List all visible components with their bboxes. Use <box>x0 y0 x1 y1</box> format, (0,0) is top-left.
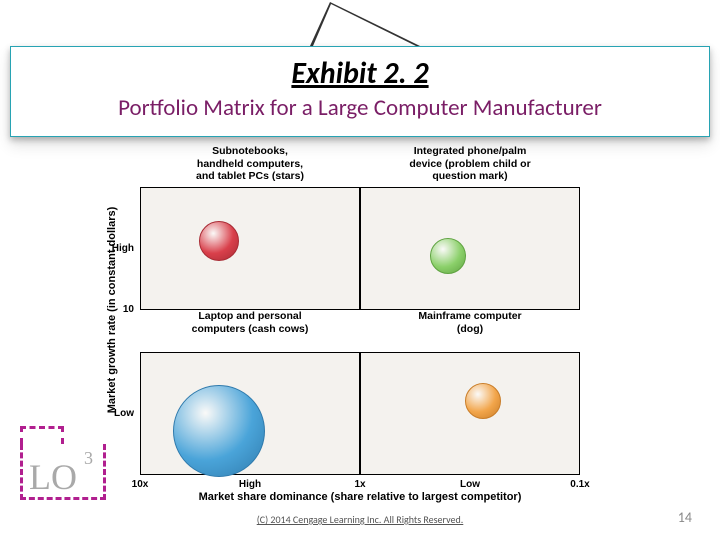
plot-area: Subnotebooks, handheld computers, and ta… <box>140 145 580 475</box>
lo-label: LO <box>29 459 77 495</box>
x-tick: 1x <box>342 479 378 490</box>
x-tick: Low <box>452 479 488 490</box>
x-tick: High <box>232 479 268 490</box>
lo-badge-tab <box>20 426 64 444</box>
y-tick: Low <box>104 408 134 419</box>
quadrant-label: Subnotebooks, handheld computers, and ta… <box>140 145 360 187</box>
bubble-question-mark <box>430 238 466 274</box>
title-banner: Exhibit 2. 2 Portfolio Matrix for a Larg… <box>10 46 710 137</box>
bubble-cash-cows <box>173 385 265 477</box>
x-axis-label: Market share dominance (share relative t… <box>199 491 522 503</box>
page-number: 14 <box>678 509 692 526</box>
portfolio-matrix-chart: Market growth rate (in constant dollars)… <box>140 145 580 475</box>
quadrant-box <box>360 187 580 310</box>
y-tick: 10 <box>104 304 134 315</box>
exhibit-subtitle: Portfolio Matrix for a Large Computer Ma… <box>29 94 691 122</box>
y-tick: High <box>104 243 134 254</box>
quadrant-label: Mainframe computer (dog) <box>360 310 580 352</box>
copyright-text: (C) 2014 Cengage Learning Inc. All Right… <box>257 513 464 526</box>
quadrant-box <box>140 187 360 310</box>
learning-objective-badge: LO 3 <box>20 444 106 500</box>
lo-number: 3 <box>84 448 93 469</box>
x-tick: 10x <box>122 479 158 490</box>
quadrant-label: Laptop and personal computers (cash cows… <box>140 310 360 352</box>
quadrant-label: Integrated phone/palm device (problem ch… <box>360 145 580 187</box>
banner-card: Exhibit 2. 2 Portfolio Matrix for a Larg… <box>10 46 710 137</box>
speech-bubble-tail <box>310 2 420 46</box>
exhibit-title: Exhibit 2. 2 <box>29 55 691 92</box>
x-tick: 0.1x <box>562 479 598 490</box>
